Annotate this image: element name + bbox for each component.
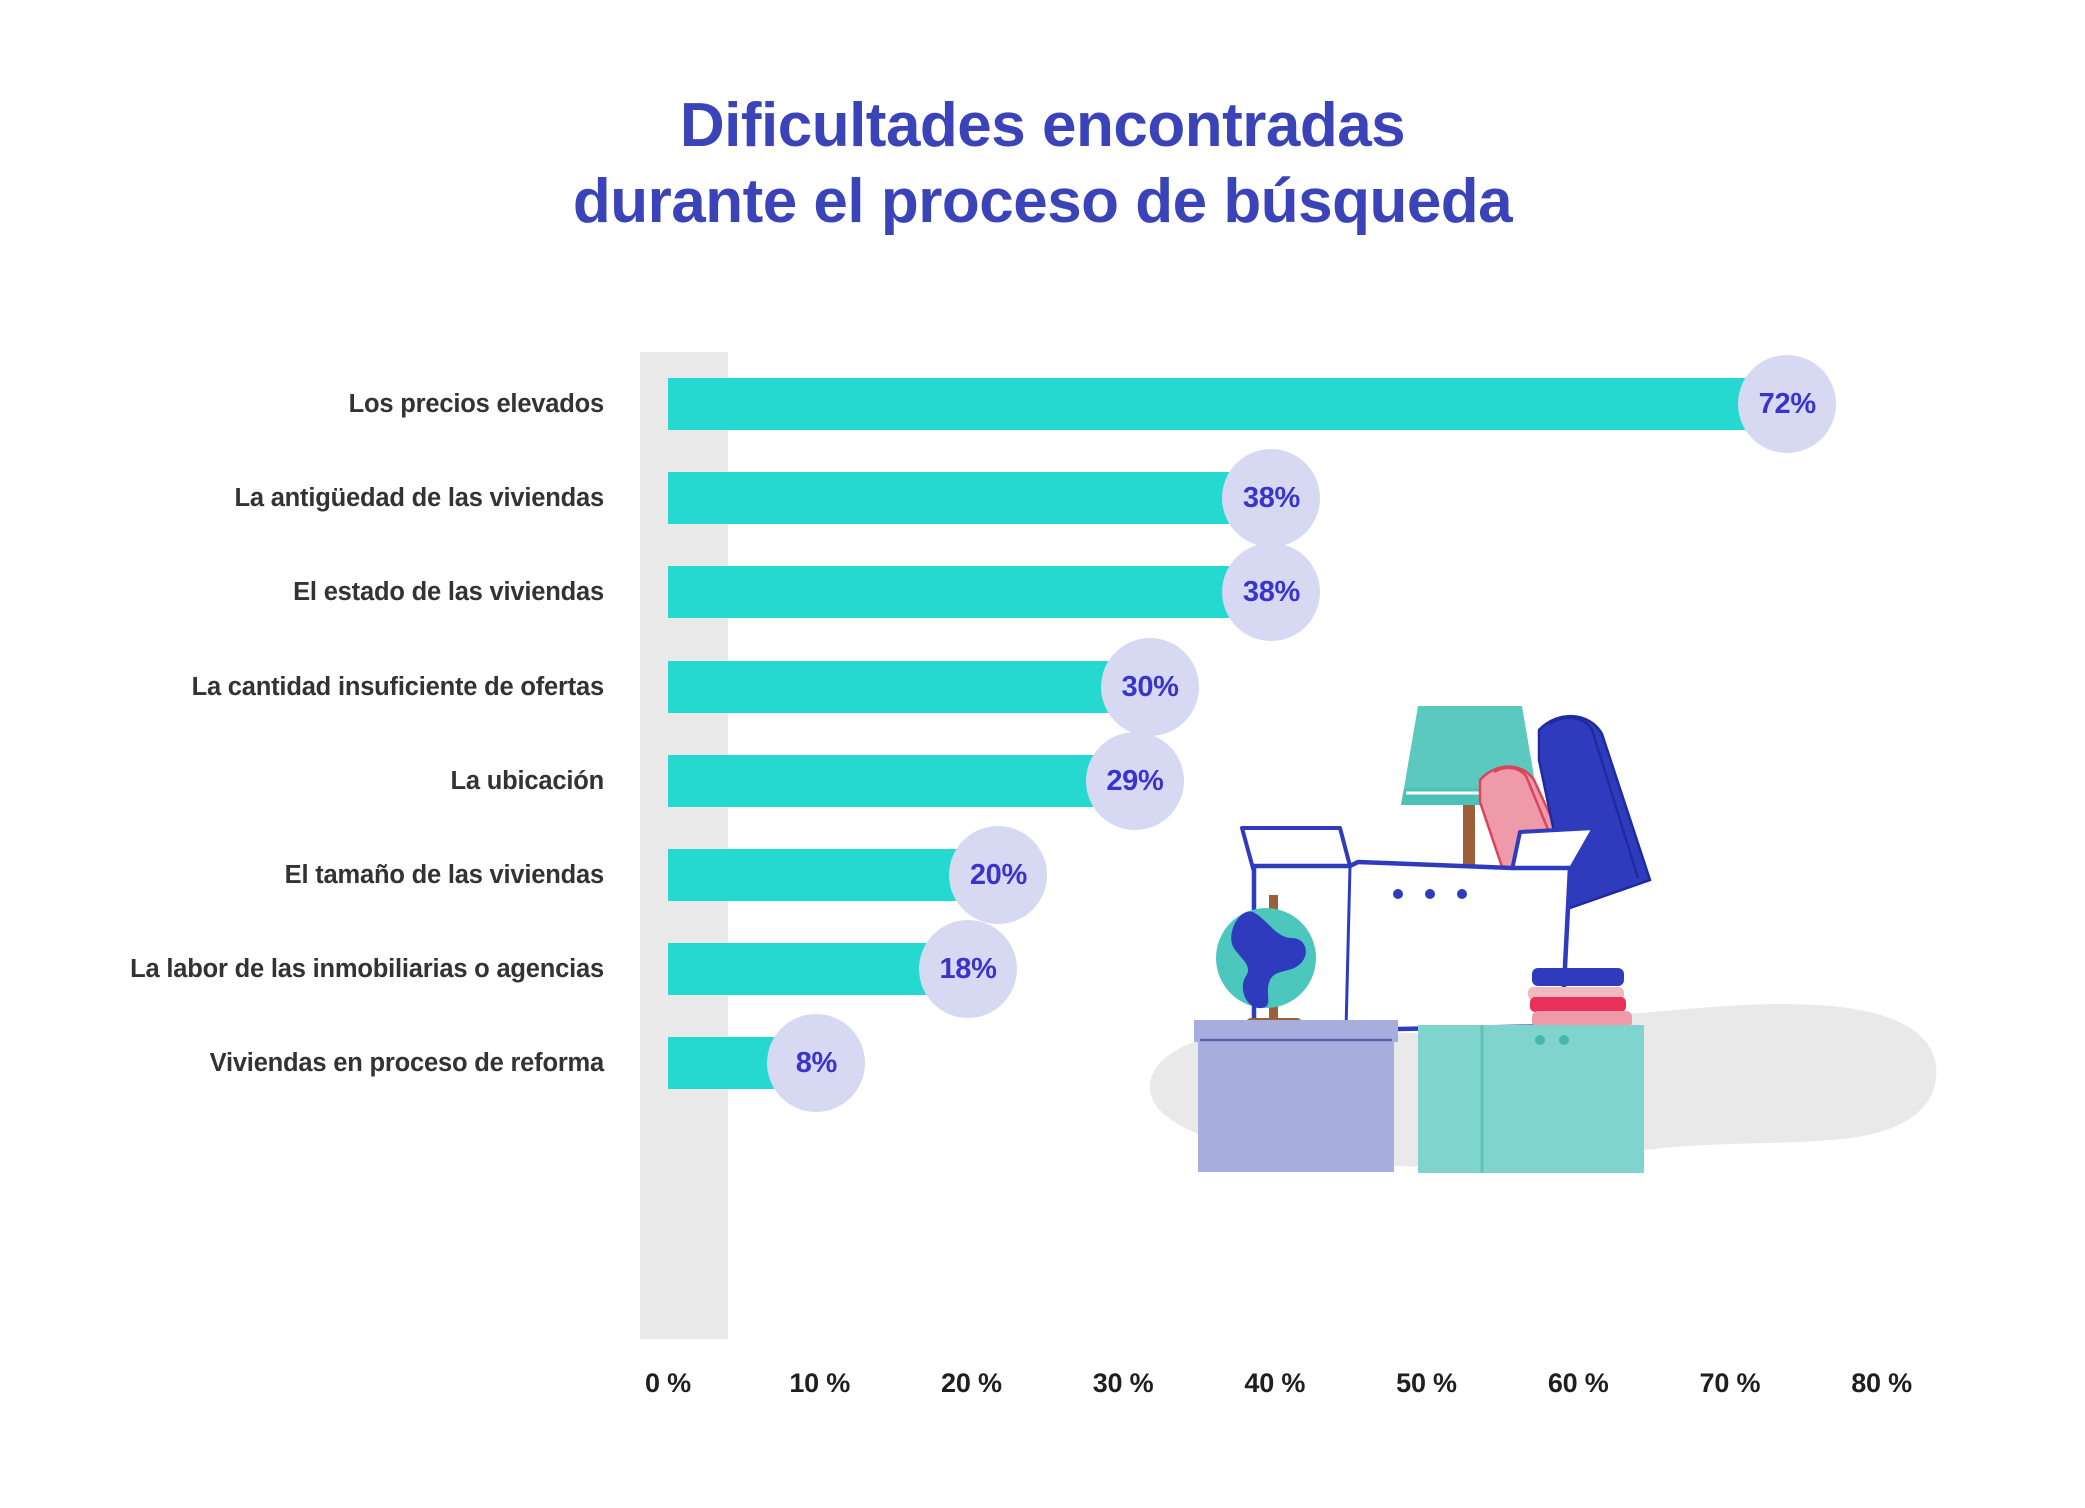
table-row: La labor de las inmobiliarias o agencias… xyxy=(0,920,2085,1019)
title-line-1: Dificultades encontradas xyxy=(679,91,1406,160)
bar-category-label: Viviendas en proceso de reforma xyxy=(209,1049,605,1078)
x-axis-tick-label: 30 % xyxy=(1092,1368,1154,1398)
bar-value-badge: 38% xyxy=(1222,543,1321,642)
x-axis: 0 % 10 % 20 % 30 % 40 % 50 % 60 % 70 % 80 % xyxy=(0,1368,2085,1418)
table-row: El tamaño de las viviendas 20% xyxy=(0,826,2085,924)
bar-value-badge: 18% xyxy=(919,920,1018,1019)
teal-crate-dot xyxy=(1559,1035,1569,1045)
box-dot xyxy=(1393,889,1403,899)
box-dot xyxy=(1425,889,1435,899)
x-axis-tick-label: 20 % xyxy=(941,1368,1002,1398)
bar-value-badge: 20% xyxy=(949,826,1048,924)
x-axis-tick-label: 50 % xyxy=(1396,1368,1457,1398)
box-dot xyxy=(1457,889,1467,899)
lavender-crate-lid xyxy=(1194,1020,1398,1042)
x-axis-tick-label: 40 % xyxy=(1244,1368,1306,1398)
bar-value-badge: 30% xyxy=(1101,637,1200,736)
table-row: El estado de las viviendas 38% xyxy=(0,543,2085,642)
bar-category-label: La labor de las inmobiliarias o agencias xyxy=(130,955,604,984)
title-line-2: durante el proceso de búsqueda xyxy=(572,167,1513,236)
x-axis-tick-label: 10 % xyxy=(789,1368,851,1398)
x-axis-tick-label: 0 % xyxy=(645,1368,691,1398)
table-row: Los precios elevados 72% xyxy=(0,355,2085,453)
moving-boxes-illustration xyxy=(1149,700,1940,1260)
bar-value-badge: 72% xyxy=(1738,355,1837,453)
bar-segment[interactable] xyxy=(668,754,1108,807)
bar-segment[interactable] xyxy=(668,566,1245,619)
x-axis-tick-label: 70 % xyxy=(1699,1368,1761,1398)
bar-value-badge: 38% xyxy=(1222,449,1321,548)
table-row: La ubicación 29% xyxy=(0,731,2085,830)
x-axis-tick-label: 60 % xyxy=(1547,1368,1609,1398)
book-pink xyxy=(1532,1011,1632,1028)
bar-category-label: El tamaño de las viviendas xyxy=(284,861,605,889)
bar-category-label: El estado de las viviendas xyxy=(293,578,604,607)
bar-category-label: La ubicación xyxy=(450,766,605,795)
teal-crate-body xyxy=(1418,1025,1644,1173)
teal-crate-dot xyxy=(1535,1035,1545,1045)
book-pink-light xyxy=(1528,987,1624,1000)
bar-segment[interactable] xyxy=(668,660,1124,713)
table-row: La cantidad insuficiente de ofertas 30% xyxy=(0,637,2085,736)
globe-landmass xyxy=(1231,911,1306,1009)
book-crimson xyxy=(1530,997,1626,1012)
page-title: Dificultades encontradas durante el proc… xyxy=(0,88,2085,240)
bar-segment[interactable] xyxy=(668,943,942,996)
table-row: Viviendas en proceso de reforma 8% xyxy=(0,1014,2085,1113)
bar-segment[interactable] xyxy=(668,378,1761,430)
bar-value-badge: 8% xyxy=(767,1014,866,1113)
bar-category-label: La antigüedad de las viviendas xyxy=(234,484,604,513)
x-axis-tick-label: 80 % xyxy=(1851,1368,1912,1398)
bar-category-label: La cantidad insuficiente de ofertas xyxy=(191,672,605,701)
table-row: La antigüedad de las viviendas 38% xyxy=(0,449,2085,548)
book-blue xyxy=(1532,968,1624,986)
bar-category-label: Los precios elevados xyxy=(348,390,605,418)
bar-value-badge: 29% xyxy=(1085,731,1184,830)
bar-segment[interactable] xyxy=(668,472,1245,525)
lavender-crate-body xyxy=(1198,1036,1394,1172)
bar-segment[interactable] xyxy=(668,849,972,901)
